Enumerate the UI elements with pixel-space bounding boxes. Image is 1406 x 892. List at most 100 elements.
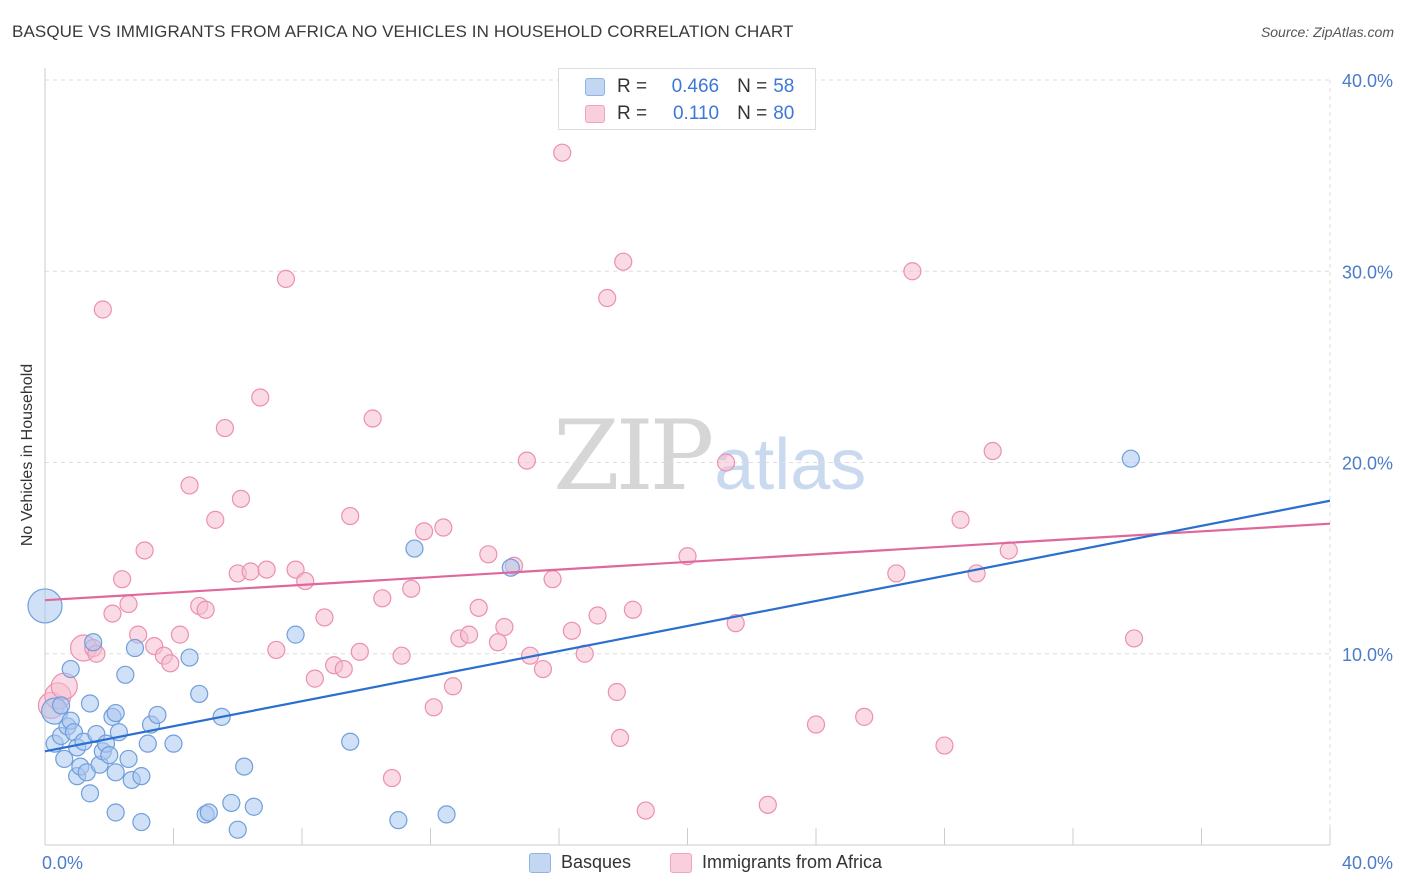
legend-swatch-africa bbox=[670, 852, 692, 873]
africa-point bbox=[610, 728, 630, 748]
legend-n-label: N = bbox=[737, 76, 768, 97]
basque-points bbox=[27, 449, 1140, 839]
basque-point bbox=[389, 811, 408, 830]
stats-legend: R = 0.466 N = 58 R = 0.110 N = 80 bbox=[558, 68, 816, 130]
africa-point bbox=[479, 545, 498, 564]
y-axis-label: No Vehicles in Household bbox=[19, 363, 36, 547]
africa-point bbox=[726, 614, 745, 633]
africa-point bbox=[495, 617, 514, 637]
africa-point bbox=[533, 659, 553, 679]
basque-point bbox=[80, 784, 100, 803]
africa-point bbox=[935, 736, 954, 755]
africa-point bbox=[251, 388, 270, 407]
basque-point bbox=[61, 659, 80, 679]
africa-point bbox=[553, 143, 572, 162]
africa-point bbox=[135, 541, 154, 560]
africa-point bbox=[903, 262, 922, 281]
africa-point bbox=[267, 640, 286, 660]
basque-point bbox=[228, 820, 247, 839]
africa-point bbox=[196, 600, 215, 619]
africa-point bbox=[459, 625, 479, 644]
africa-point bbox=[161, 654, 180, 673]
basque-point bbox=[132, 767, 151, 786]
chart-source: Source: ZipAtlas.com bbox=[1260, 24, 1394, 40]
series-legend: Basques Immigrants from Africa bbox=[0, 852, 1406, 876]
africa-point bbox=[488, 633, 508, 652]
basque-point bbox=[286, 625, 305, 644]
africa-point bbox=[392, 646, 411, 665]
africa-point bbox=[678, 547, 697, 566]
legend-r-label: R = bbox=[617, 76, 648, 97]
basque-point bbox=[27, 588, 63, 624]
africa-point bbox=[951, 510, 970, 529]
africa-point bbox=[363, 409, 382, 428]
basque-point bbox=[180, 648, 199, 667]
africa-point bbox=[758, 795, 777, 814]
basque-point bbox=[84, 633, 103, 652]
africa-point bbox=[231, 489, 251, 508]
chart-title: BASQUE VS IMMIGRANTS FROM AFRICA NO VEHI… bbox=[12, 22, 794, 41]
legend-label-africa: Immigrants from Africa bbox=[702, 852, 883, 872]
legend-r-value: 0.466 bbox=[671, 76, 720, 97]
africa-point bbox=[276, 269, 296, 288]
africa-point bbox=[180, 476, 199, 495]
basque-point bbox=[132, 812, 151, 832]
basque-point bbox=[148, 705, 167, 725]
africa-points bbox=[37, 143, 1144, 820]
africa-point bbox=[443, 677, 463, 696]
basque-point bbox=[100, 746, 119, 765]
africa-point bbox=[206, 510, 225, 529]
legend-item-basques[interactable]: Basques bbox=[529, 852, 631, 873]
africa-point bbox=[716, 453, 736, 472]
africa-point bbox=[855, 707, 874, 726]
basque-point bbox=[199, 803, 218, 822]
y-tick-label: 10.0% bbox=[1342, 645, 1393, 665]
tick-labels: 10.0% 20.0% 30.0% 40.0% 0.0% 40.0% bbox=[42, 71, 1393, 873]
legend-swatch-basques bbox=[585, 78, 605, 96]
africa-trend-line bbox=[44, 522, 1331, 602]
africa-point bbox=[382, 768, 402, 788]
africa-point bbox=[543, 570, 562, 589]
africa-point bbox=[402, 579, 421, 598]
x-tick-label: 0.0% bbox=[42, 853, 83, 873]
basque-point bbox=[244, 797, 263, 816]
africa-point bbox=[1124, 629, 1144, 648]
africa-point bbox=[170, 625, 190, 644]
basque-point bbox=[405, 539, 424, 558]
africa-point bbox=[373, 589, 392, 608]
y-tick-label: 30.0% bbox=[1342, 262, 1393, 282]
africa-point bbox=[636, 801, 655, 820]
basque-point bbox=[138, 734, 157, 753]
legend-n-value: 80 bbox=[773, 103, 795, 124]
basque-point bbox=[106, 703, 125, 723]
legend-row-africa: R = 0.110 N = 80 bbox=[585, 102, 794, 126]
basque-point bbox=[341, 732, 360, 751]
africa-point bbox=[112, 570, 132, 589]
y-tick-label: 20.0% bbox=[1342, 454, 1393, 474]
legend-row-basques: R = 0.466 N = 58 bbox=[585, 75, 794, 99]
africa-point bbox=[424, 698, 443, 717]
africa-point bbox=[469, 598, 488, 617]
legend-n-value: 58 bbox=[773, 76, 795, 97]
basque-point bbox=[190, 684, 209, 704]
africa-point bbox=[103, 604, 122, 623]
africa-point bbox=[296, 571, 315, 591]
basque-point bbox=[235, 757, 254, 776]
basque-point bbox=[55, 749, 74, 769]
africa-point bbox=[414, 522, 434, 541]
legend-item-africa[interactable]: Immigrants from Africa bbox=[670, 852, 882, 873]
africa-point bbox=[999, 541, 1018, 560]
africa-point bbox=[887, 564, 906, 583]
basque-point bbox=[106, 803, 125, 822]
basque-point bbox=[437, 805, 456, 824]
basque-point bbox=[80, 694, 100, 713]
africa-point bbox=[562, 621, 581, 640]
africa-point bbox=[983, 441, 1002, 461]
x-tick-label: 40.0% bbox=[1342, 853, 1393, 873]
africa-point bbox=[598, 288, 617, 308]
basque-point bbox=[222, 793, 241, 813]
africa-point bbox=[614, 252, 633, 271]
africa-point bbox=[334, 659, 353, 679]
basque-point bbox=[1121, 449, 1140, 468]
basque-point bbox=[119, 749, 138, 769]
